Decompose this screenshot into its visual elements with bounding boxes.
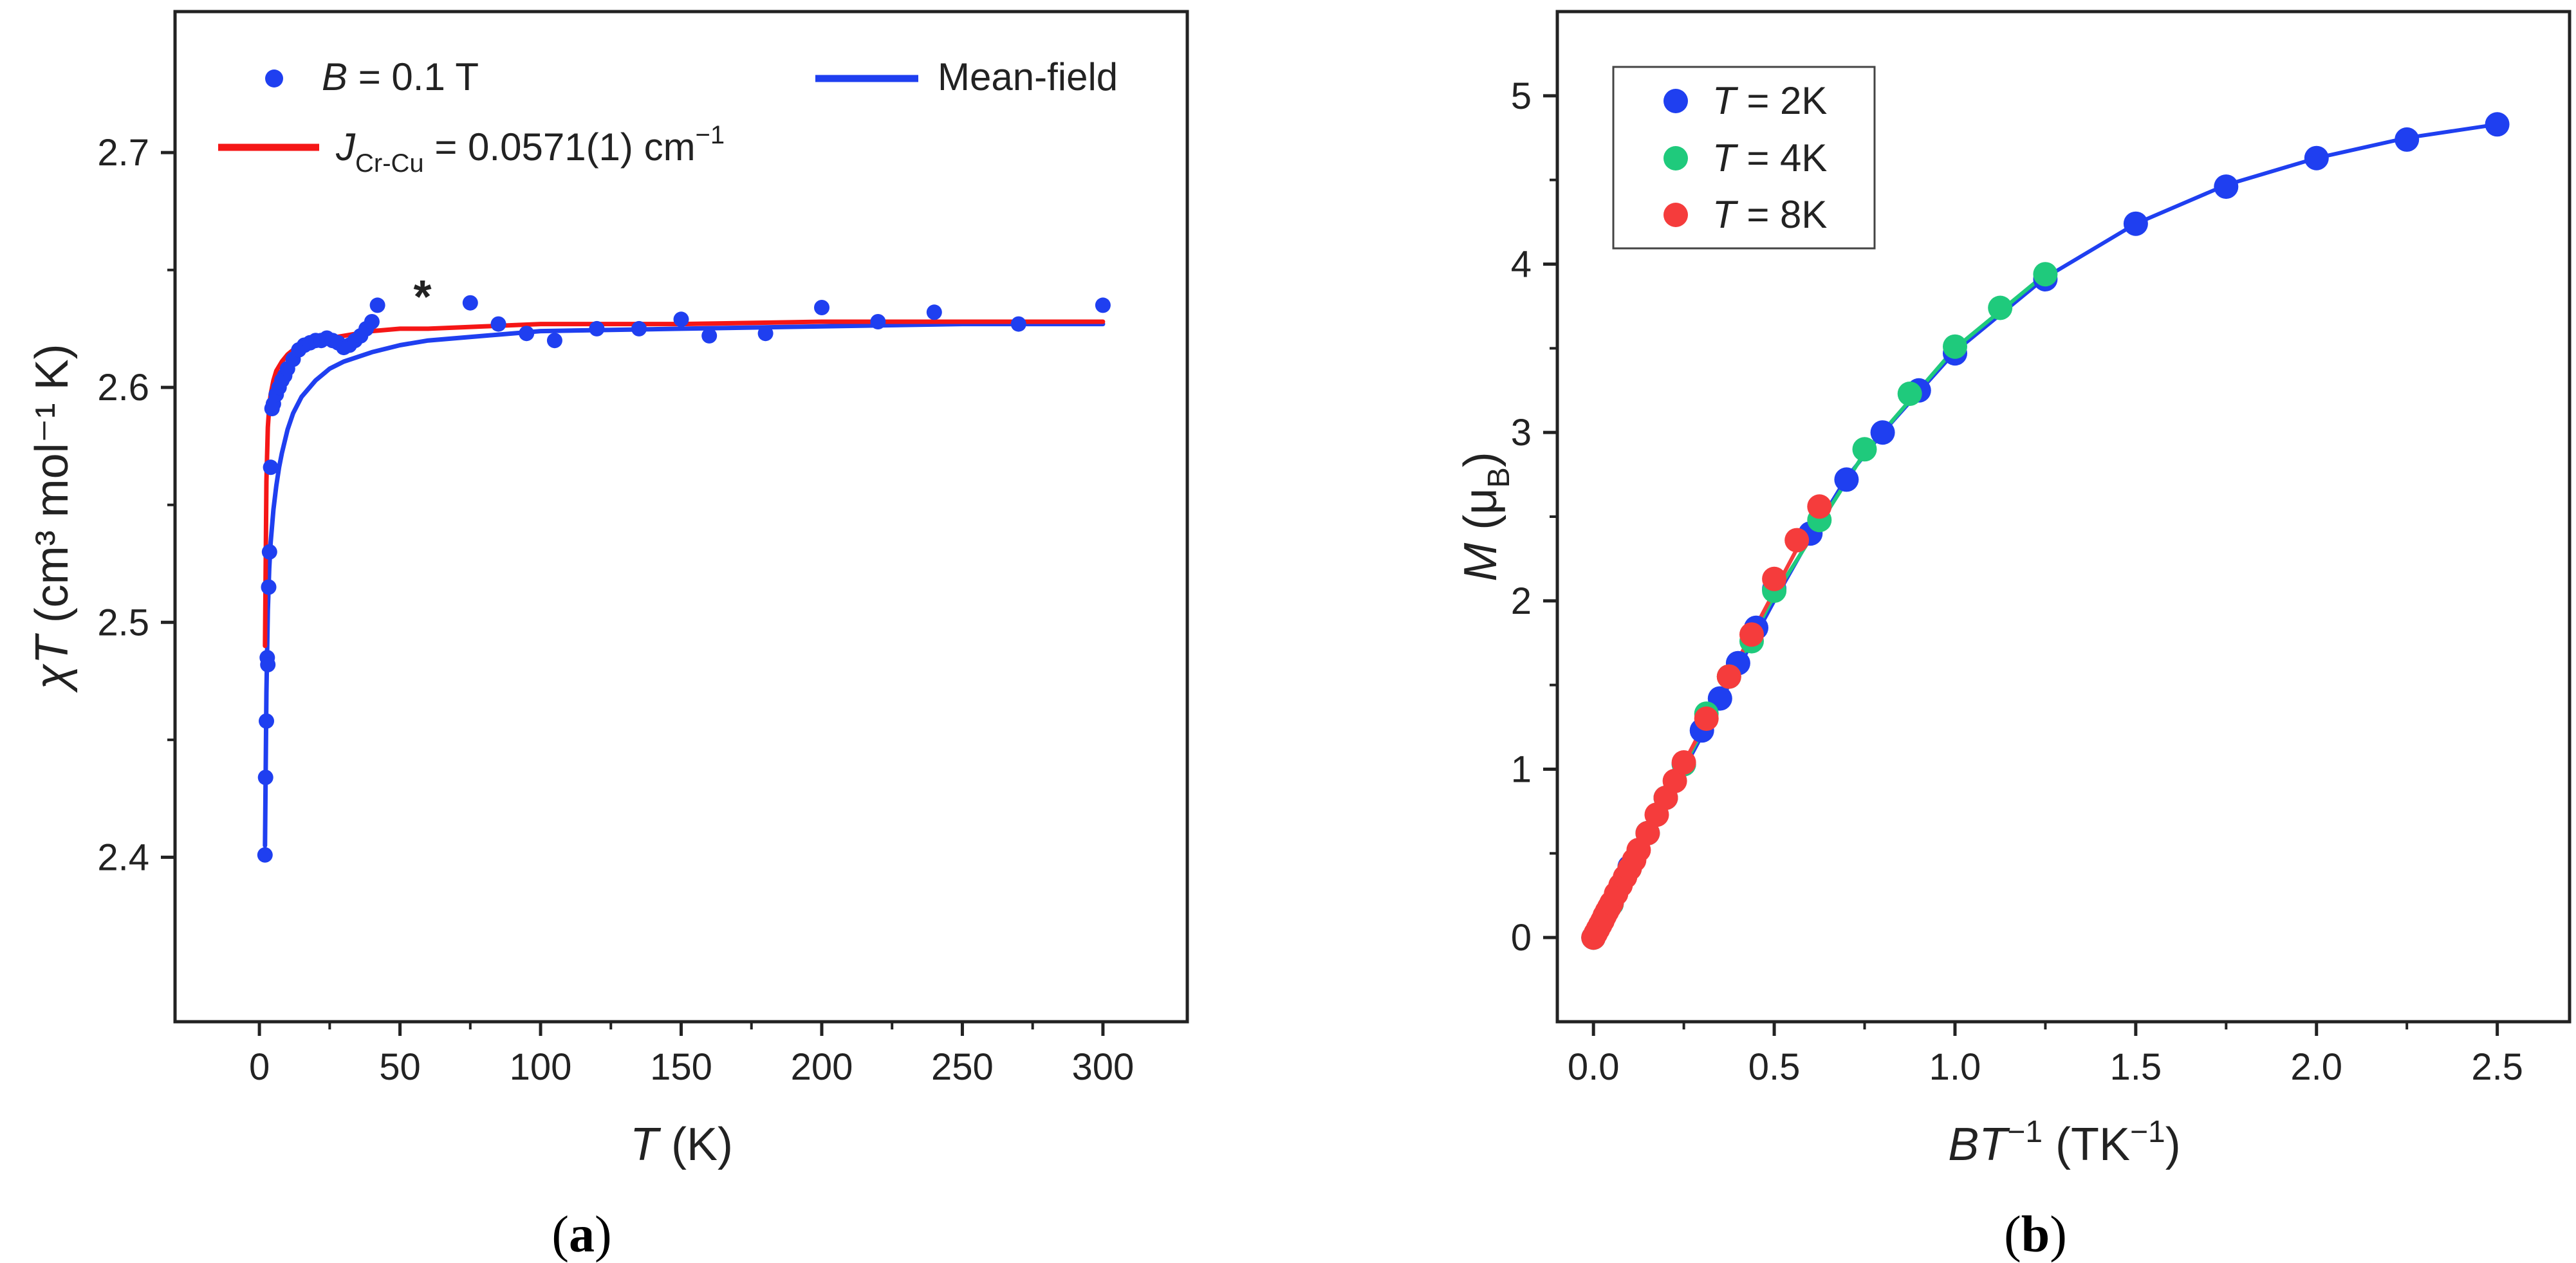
x-tick-label: 300: [1072, 1046, 1135, 1088]
x-axis-label-b: BT−1 (TK−1): [1948, 1115, 2180, 1170]
data-point-b-0-1-t: [673, 311, 689, 327]
data-point-b-0-1-t: [1095, 297, 1111, 313]
y-tick-label: 2: [1511, 580, 1532, 622]
data-point-t-2k: [2395, 127, 2420, 152]
x-tick-label: 50: [379, 1046, 421, 1088]
legend-marker-2k: [1663, 89, 1688, 113]
y-axis-label-a: χT (cm³ mol⁻¹ K): [26, 344, 78, 693]
x-tick-label: 0: [249, 1046, 270, 1088]
chart-panel-a: 0 50 100 150 200 250 300 2.4 2.5 2.6 2.7 * B = 0.…: [26, 10, 1189, 1263]
x-tick-label: 200: [791, 1046, 853, 1088]
data-point-b-0-1-t: [757, 326, 774, 342]
data-point-b-0-1-t: [364, 314, 380, 329]
data-point-t-8k: [1762, 566, 1787, 591]
y-tick-label: 5: [1511, 75, 1532, 117]
asterisk-annotation: *: [413, 272, 431, 323]
data-point-b-0-1-t: [1010, 316, 1026, 332]
data-point-t-2k: [1834, 467, 1859, 492]
data-point-b-0-1-t: [490, 316, 506, 332]
y-tick-label: 3: [1511, 412, 1532, 454]
data-point-t-4k: [1852, 437, 1877, 462]
legend-box-b: [1612, 66, 1876, 250]
data-point-t-2k: [2304, 145, 2329, 171]
y-tick-label: 1: [1511, 749, 1532, 791]
chart-panel-b: 0.0 0.5 1.0 1.5 2.0 2.5 0 1 2 3 4 5 T = 2K T = 4K …: [1455, 10, 2571, 1263]
legend-label-mean-field: Mean-field: [938, 55, 1118, 98]
x-tick-labels-a: 0 50 100 150 200 250 300: [249, 1046, 1134, 1088]
data-point-b-0-1-t: [814, 300, 829, 315]
x-tick-label: 1.0: [1929, 1046, 1981, 1088]
data-point-b-0-1-t: [369, 297, 385, 313]
data-point-t-8k: [1807, 494, 1832, 519]
series-points-b: [1581, 112, 2510, 950]
data-point-t-2k: [1870, 420, 1895, 445]
data-point-t-8k: [1662, 768, 1687, 793]
x-tick-label: 0.5: [1748, 1046, 1801, 1088]
legend-a: B = 0.1 T Mean-field JCr-Cu = 0.0571(1) …: [218, 55, 1118, 178]
legend-marker-4k: [1663, 146, 1688, 171]
y-tick-label: 2.4: [97, 836, 149, 878]
y-tick-label: 0: [1511, 917, 1532, 959]
data-point-t-4k: [1943, 334, 1967, 359]
data-point-b-0-1-t: [260, 657, 276, 672]
y-tick-label: 2.5: [97, 602, 149, 643]
data-point-b-0-1-t: [926, 304, 942, 320]
data-point-t-8k: [1739, 622, 1764, 647]
x-tick-labels-b: 0.0 0.5 1.0 1.5 2.0 2.5: [1568, 1046, 2523, 1088]
x-tick-label: 0.0: [1568, 1046, 1620, 1088]
legend-label-4k: T = 4K: [1712, 136, 1827, 180]
x-tick-label: 250: [931, 1046, 994, 1088]
data-point-b-0-1-t: [631, 320, 647, 336]
data-point-t-8k: [1716, 664, 1741, 689]
axis-ticks-b: [1543, 94, 2499, 1036]
legend-marker-8k: [1663, 203, 1688, 227]
y-tick-labels-a: 2.4 2.5 2.6 2.7: [97, 132, 149, 878]
legend-label-2k: T = 2K: [1712, 79, 1827, 122]
data-point-t-2k: [2214, 174, 2239, 199]
y-tick-label: 2.6: [97, 367, 149, 409]
x-tick-label: 2.5: [2471, 1046, 2523, 1088]
y-tick-label: 4: [1511, 244, 1532, 286]
x-tick-label: 150: [650, 1046, 712, 1088]
x-tick-label: 100: [510, 1046, 572, 1088]
data-point-b-0-1-t: [546, 333, 562, 349]
data-point-b-0-1-t: [259, 713, 274, 729]
data-point-t-2k: [2123, 211, 2148, 236]
legend-marker-points: [265, 69, 283, 88]
data-point-b-0-1-t: [701, 327, 718, 344]
legend-label-fit: JCr-Cu = 0.0571(1) cm−1: [335, 121, 725, 178]
data-point-b-0-1-t: [261, 579, 277, 595]
x-axis-label-a: T (K): [630, 1119, 733, 1170]
series-points-a: [257, 295, 1111, 863]
data-point-t-4k: [2033, 262, 2058, 287]
x-tick-label: 1.5: [2110, 1046, 2162, 1088]
data-point-t-4k: [1988, 295, 2013, 320]
data-point-t-8k: [1784, 528, 1810, 553]
legend-b: T = 2K T = 4K T = 8K: [1612, 66, 1876, 250]
data-point-b-0-1-t: [257, 770, 273, 786]
data-point-b-0-1-t: [519, 326, 535, 342]
y-axis-label-b: M (μB): [1455, 452, 1516, 581]
data-point-t-2k: [2485, 112, 2510, 137]
panel-label-b: (b): [2004, 1206, 2067, 1263]
data-point-b-0-1-t: [462, 295, 478, 311]
legend-label-8k: T = 8K: [1712, 193, 1827, 236]
data-point-t-8k: [1635, 820, 1660, 845]
y-tick-label: 2.7: [97, 132, 149, 174]
legend-label-points: B = 0.1 T: [322, 55, 479, 98]
axis-ticks-a: [161, 151, 1105, 1036]
data-point-b-0-1-t: [870, 314, 886, 329]
x-tick-label: 2.0: [2290, 1046, 2342, 1088]
y-tick-labels-b: 0 1 2 3 4 5: [1511, 75, 1532, 959]
panel-label-a: (a): [551, 1206, 611, 1263]
data-point-t-8k: [1671, 750, 1696, 775]
data-point-b-0-1-t: [257, 847, 273, 863]
data-point-b-0-1-t: [261, 544, 277, 560]
data-point-t-4k: [1897, 382, 1922, 406]
data-point-b-0-1-t: [263, 459, 279, 475]
data-point-t-8k: [1694, 706, 1719, 731]
data-point-b-0-1-t: [589, 320, 605, 336]
